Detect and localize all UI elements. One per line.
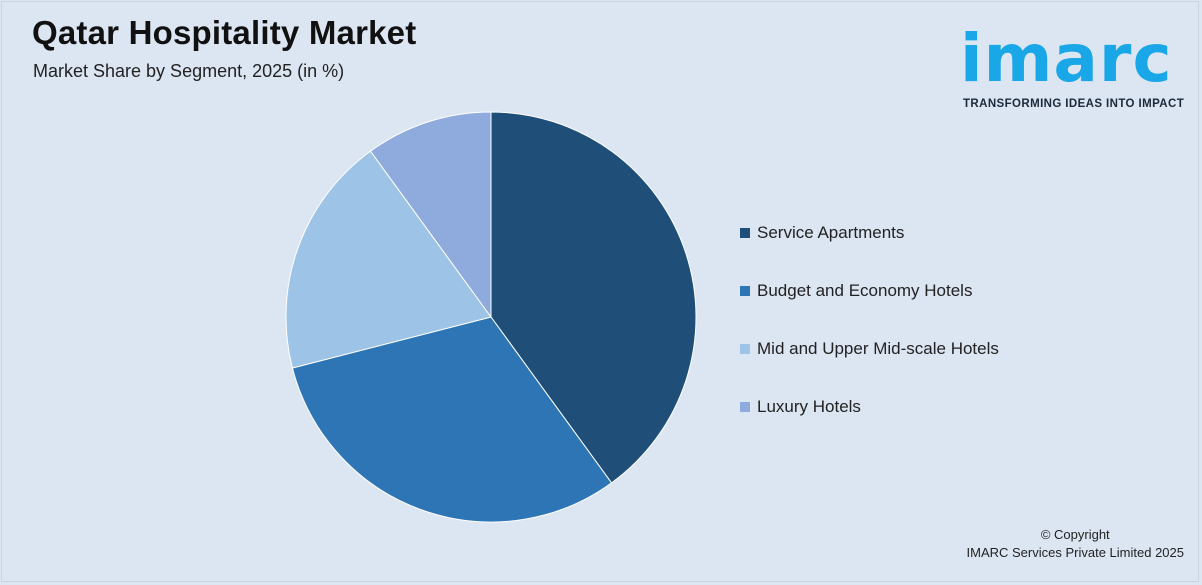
logo-wordmark: imarc [960, 20, 1173, 97]
pie-chart [285, 111, 697, 523]
chart-subtitle: Market Share by Segment, 2025 (in %) [33, 61, 345, 81]
legend-label: Budget and Economy Hotels [757, 281, 973, 300]
legend-item: Mid and Upper Mid-scale Hotels [740, 320, 999, 378]
pie-slice-budget-and-economy-hotels [291, 316, 613, 523]
chart-legend: Service Apartments Budget and Economy Hot… [740, 204, 999, 436]
legend-swatch [740, 344, 750, 354]
copyright-line-2: IMARC Services Private Limited 2025 [966, 545, 1184, 560]
chart-title: Qatar Hospitality Market [32, 14, 417, 51]
copyright-line-1: © Copyright [1040, 527, 1110, 542]
pie-slice-mid-and-upper-mid-scale-hotels [285, 150, 492, 369]
legend-label: Luxury Hotels [757, 397, 861, 416]
legend-swatch [740, 286, 750, 296]
legend-swatch [740, 402, 750, 412]
legend-item: Service Apartments [740, 204, 999, 262]
legend-label: Service Apartments [757, 223, 905, 242]
imarc-logo: imarc TRANSFORMING IDEAS INTO IMPACT [958, 12, 1194, 117]
copyright-notice: © Copyright IMARC Services Private Limit… [967, 526, 1184, 562]
legend-swatch [740, 228, 750, 238]
pie-slice-service-apartments [490, 111, 697, 484]
legend-label: Mid and Upper Mid-scale Hotels [757, 339, 999, 358]
legend-item: Luxury Hotels [740, 378, 999, 436]
pie-slice-luxury-hotels [369, 111, 492, 319]
legend-item: Budget and Economy Hotels [740, 262, 999, 320]
logo-tagline: TRANSFORMING IDEAS INTO IMPACT [963, 98, 1185, 110]
